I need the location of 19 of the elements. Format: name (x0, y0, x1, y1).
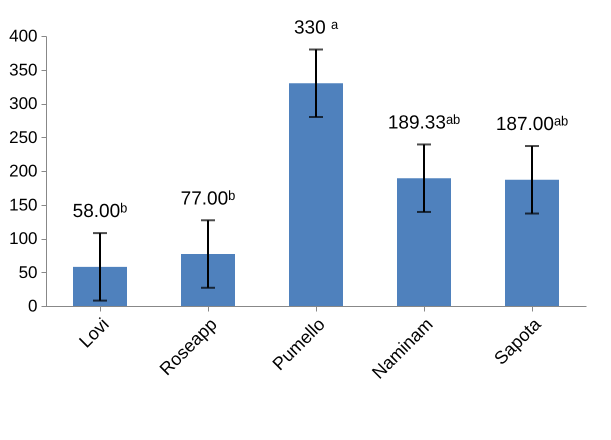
y-tick-label: 150 (9, 195, 38, 214)
data-label: 330 ᵃ (294, 18, 339, 38)
data-label: 189.33ᵃᵇ (388, 112, 460, 134)
bar (73, 266, 127, 306)
y-tick-label: 0 (28, 296, 38, 316)
bar (397, 178, 451, 306)
y-tick-label: 50 (18, 262, 38, 282)
bar (289, 83, 343, 306)
data-label: 58.00ᵇ (72, 201, 128, 222)
y-tick-label: 400 (9, 26, 38, 46)
bar (505, 180, 559, 306)
data-label: 187.00ᵃᵇ (496, 114, 568, 136)
y-tick-label: 350 (9, 60, 38, 80)
y-tick-label: 200 (9, 162, 38, 180)
y-tick-label: 300 (9, 94, 38, 113)
bar (181, 254, 235, 306)
y-tick-label: 100 (9, 229, 38, 248)
y-tick-label: 250 (9, 128, 38, 147)
data-label: 77.00ᵇ (180, 188, 236, 210)
